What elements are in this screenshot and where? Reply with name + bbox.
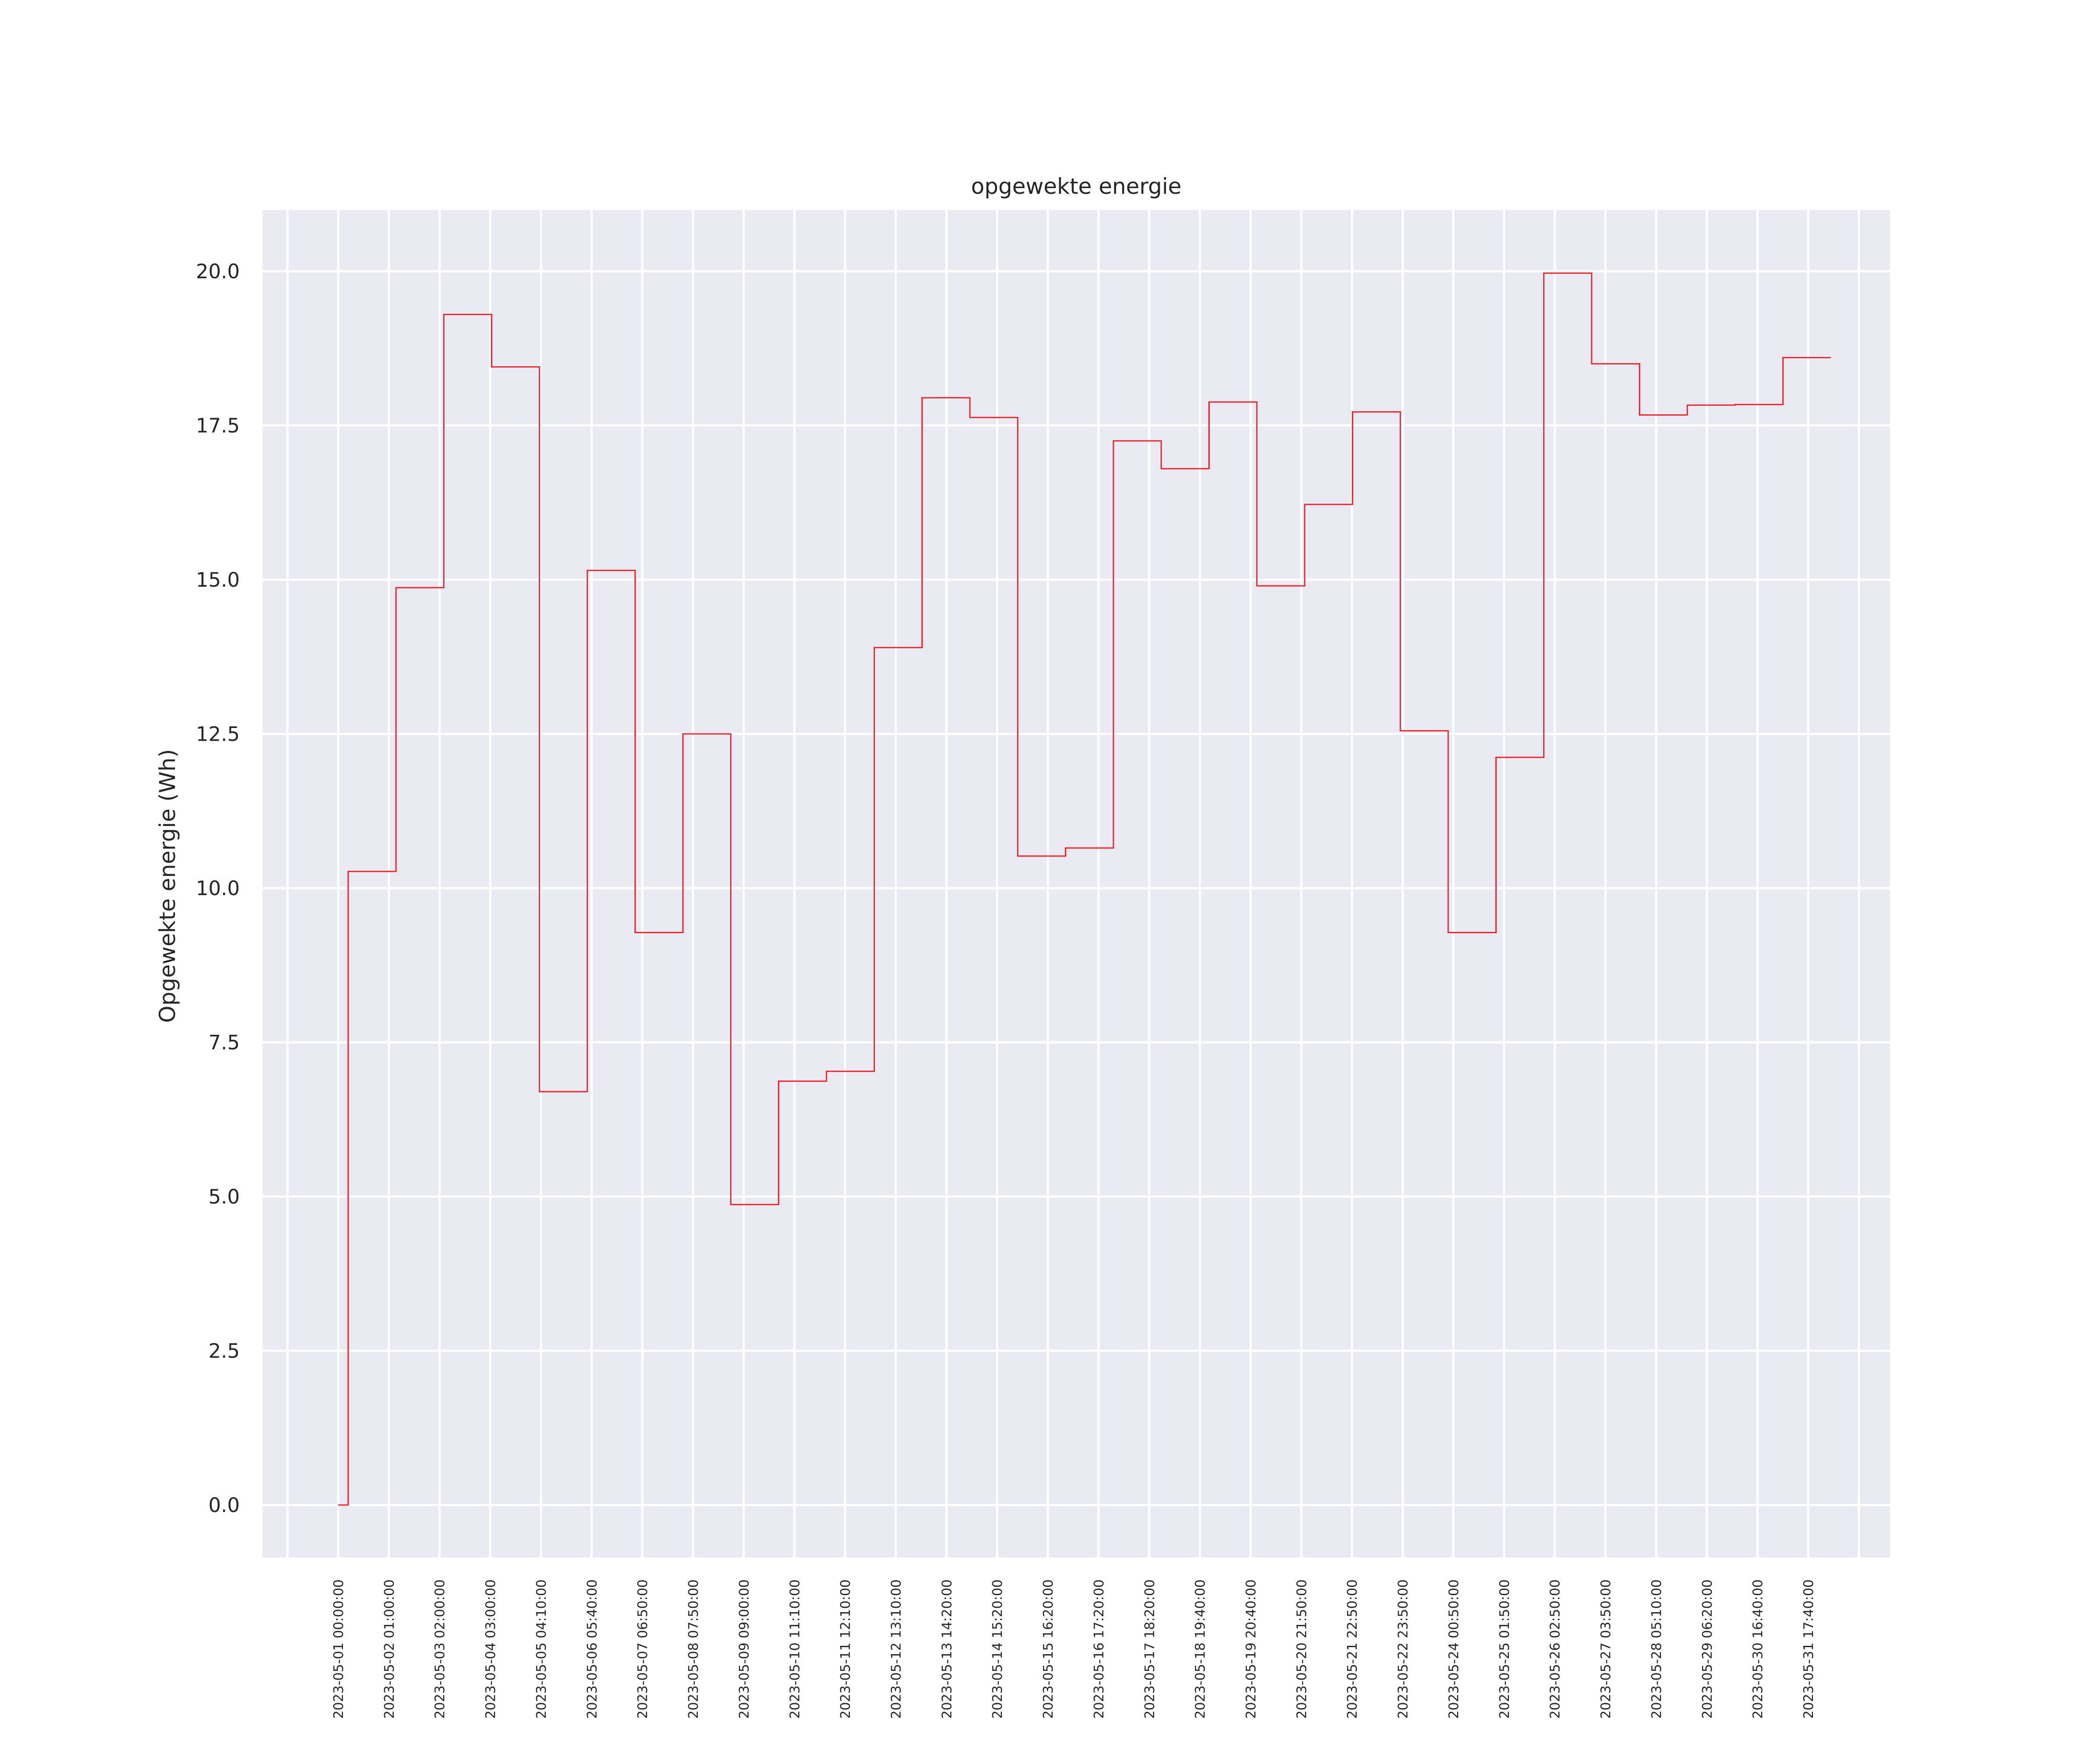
x-tick-label: 2023-05-15 16:20:00 [1041, 1579, 1056, 1719]
x-tick-label: 2023-05-08 07:50:00 [686, 1579, 701, 1719]
x-tick-label: 2023-05-30 16:40:00 [1750, 1579, 1766, 1719]
chart-title: opgewekte energie [971, 174, 1182, 199]
plot-background [262, 210, 1890, 1558]
x-tick-label: 2023-05-12 13:10:00 [889, 1579, 904, 1719]
x-tick-label: 2023-05-16 17:20:00 [1092, 1579, 1107, 1719]
x-tick-label: 2023-05-06 05:40:00 [584, 1579, 600, 1719]
y-tick-label: 0.0 [208, 1494, 240, 1517]
x-tick-label: 2023-05-13 14:20:00 [939, 1579, 955, 1719]
x-tick-label: 2023-05-05 04:10:00 [534, 1579, 549, 1719]
y-tick-label: 15.0 [196, 568, 240, 592]
y-gridlines [262, 270, 1890, 1506]
x-tick-label: 2023-05-19 20:40:00 [1244, 1579, 1259, 1719]
y-tick-label: 2.5 [208, 1340, 240, 1363]
x-tick-label: 2023-05-31 17:40:00 [1801, 1579, 1816, 1719]
x-tick-label: 2023-05-27 03:50:00 [1599, 1579, 1614, 1719]
y-tick-label: 5.0 [208, 1185, 240, 1208]
x-tick-label: 2023-05-03 02:00:00 [433, 1579, 448, 1719]
y-tick-label: 20.0 [196, 260, 240, 283]
series-line [338, 272, 1831, 1506]
x-gridlines [286, 210, 1860, 1558]
x-tick-label: 2023-05-11 12:10:00 [838, 1579, 854, 1719]
x-tick-label: 2023-05-22 23:50:00 [1396, 1579, 1411, 1719]
x-tick-labels: 2023-05-01 00:00:00 2023-05-02 01:00:00 20… [331, 1579, 1816, 1719]
y-tick-label: 12.5 [196, 723, 240, 746]
x-tick-label: 2023-05-09 09:00:00 [737, 1579, 752, 1719]
x-tick-label: 2023-05-04 03:00:00 [483, 1579, 499, 1719]
x-tick-label: 2023-05-14 15:20:00 [990, 1579, 1005, 1719]
x-tick-label: 2023-05-29 06:20:00 [1700, 1579, 1715, 1719]
x-tick-label: 2023-05-01 00:00:00 [331, 1579, 346, 1719]
x-tick-label: 2023-05-21 22:50:00 [1345, 1579, 1360, 1719]
x-tick-label: 2023-05-02 01:00:00 [382, 1579, 397, 1719]
x-tick-label: 2023-05-18 19:40:00 [1193, 1579, 1208, 1719]
x-tick-label: 2023-05-20 21:50:00 [1294, 1579, 1309, 1719]
x-tick-label: 2023-05-10 11:10:00 [788, 1579, 803, 1719]
x-tick-label: 2023-05-24 00:50:00 [1446, 1579, 1462, 1719]
y-tick-label: 7.5 [208, 1031, 240, 1054]
y-axis-label: Opgewekte energie (Wh) [155, 749, 180, 1023]
y-tick-labels: 0.0 2.5 5.0 7.5 10.0 12.5 15.0 17.5 20.0 [196, 260, 240, 1517]
y-tick-label: 17.5 [196, 414, 240, 438]
x-tick-label: 2023-05-17 18:20:00 [1142, 1579, 1158, 1719]
x-tick-label: 2023-05-28 05:10:00 [1649, 1579, 1664, 1719]
x-tick-label: 2023-05-25 01:50:00 [1497, 1579, 1512, 1719]
x-tick-label: 2023-05-07 06:50:00 [635, 1579, 651, 1719]
x-tick-label: 2023-05-26 02:50:00 [1548, 1579, 1563, 1719]
y-tick-label: 10.0 [196, 877, 240, 900]
